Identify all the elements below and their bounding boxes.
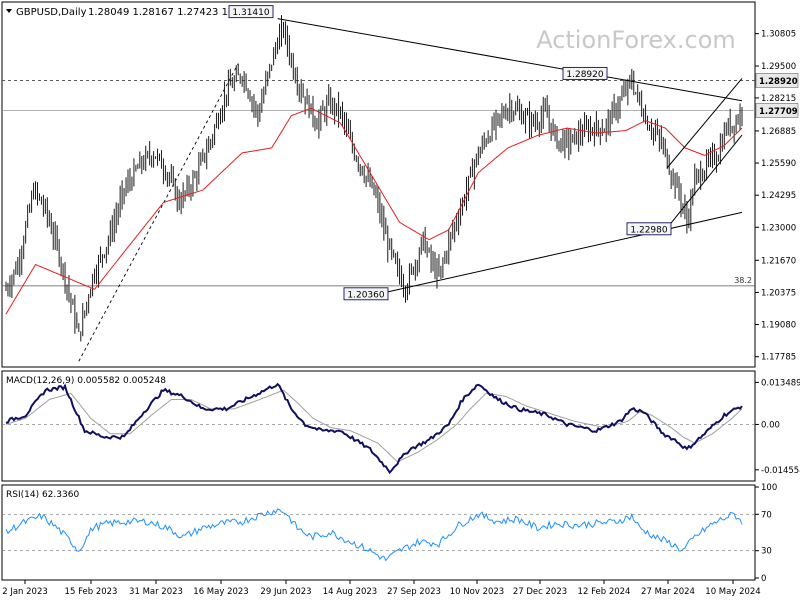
- macd-panel-frame: [1, 370, 756, 482]
- date-tick-label: 31 Mar 2023: [129, 587, 183, 597]
- rsi-tick-label: 70: [761, 510, 772, 520]
- price-tick-label: 1.20375: [761, 288, 796, 298]
- price-level-lines: 38.2: [2, 63, 755, 362]
- ohlc-label: 1.28049 1.28167 1.27423 1.27709: [88, 7, 263, 18]
- level-annotation-box: [343, 287, 389, 301]
- date-tick-label: 10 May 2024: [705, 587, 760, 597]
- price-axis: 1.30805 1.29500 1.28215 1.26885 1.25590 1.242…: [755, 30, 796, 363]
- date-tick-label: 12 Feb 2024: [578, 587, 631, 597]
- date-tick-label: 27 Mar 2024: [641, 587, 695, 597]
- level-annotation-box: [562, 66, 608, 80]
- fib-level-label: 38.2: [734, 276, 752, 285]
- level-annotation-box: [626, 222, 672, 236]
- price-tag-box: [755, 73, 799, 88]
- rsi-indicator: 100 70 30 0: [2, 483, 777, 584]
- trendline: [383, 211, 743, 294]
- rsi-panel-frame: [1, 484, 756, 581]
- price-tick-label: 1.26885: [761, 127, 796, 137]
- level-annotation-label: 1.31410: [232, 8, 269, 18]
- macd-title: MACD(12,26,9) 0.005582 0.005248: [6, 376, 166, 386]
- price-tick-label: 1.21670: [761, 256, 796, 266]
- symbol-label: GBPUSD,Daily: [16, 7, 87, 18]
- level-annotation-label: 1.22980: [630, 225, 667, 235]
- level-annotation-label: 1.20360: [347, 290, 384, 300]
- date-tick-label: 16 May 2023: [193, 587, 248, 597]
- date-tick-label: 27 Dec 2023: [513, 587, 567, 597]
- chart-header: GBPUSD,Daily 1.28049 1.28167 1.27423 1.2…: [6, 7, 263, 18]
- date-tick-label: 27 Sep 2023: [387, 587, 441, 597]
- date-tick-label: 10 Nov 2023: [450, 587, 504, 597]
- price-tick-label: 1.19080: [761, 321, 796, 331]
- rsi-title: RSI(14) 62.3360: [6, 490, 79, 500]
- date-tick-label: 29 Jun 2023: [260, 587, 311, 597]
- price-candles: [5, 15, 743, 342]
- price-annotations: 1.31410 1.28920 1.22980 1.20360: [228, 5, 672, 301]
- price-tag-label: 1.27709: [759, 107, 798, 117]
- rsi-tick-label: 100: [761, 483, 777, 493]
- price-overlays: [5, 18, 743, 315]
- collapse-triangle-icon: [6, 9, 12, 13]
- macd-tick-label: 0.00: [761, 420, 780, 430]
- dashed-support-trendline: [78, 63, 239, 362]
- rsi-line: [5, 508, 743, 562]
- price-tick-label: 1.28215: [761, 94, 796, 104]
- macd-line: [5, 382, 743, 475]
- price-tick-label: 1.24295: [761, 191, 796, 201]
- date-tick-label: 15 Feb 2023: [65, 587, 118, 597]
- price-tag-box: [755, 103, 799, 118]
- level-annotation-label: 1.28920: [566, 70, 603, 80]
- price-tick-label: 1.29500: [761, 62, 796, 72]
- macd-indicator: 0.013489 0.00 -0.014554: [2, 378, 800, 476]
- trendline: [666, 134, 743, 229]
- trendline: [277, 18, 743, 102]
- price-tick-label: 1.23000: [761, 223, 796, 233]
- macd-signal-line: [5, 389, 743, 463]
- date-axis: 2 Jan 2023 15 Feb 2023 31 Mar 2023 16 May 2…: [2, 580, 761, 597]
- price-tag-label: 1.28920: [759, 77, 798, 87]
- price-tick-label: 1.17785: [761, 353, 796, 363]
- level-annotation-box: [228, 5, 274, 19]
- price-tick-label: 1.25590: [761, 159, 796, 169]
- rsi-tick-label: 30: [761, 547, 772, 557]
- price-tick-label: 1.30805: [761, 30, 796, 40]
- price-tags: 1.28920 1.27709: [755, 73, 799, 118]
- rsi-tick-label: 0: [761, 574, 766, 584]
- moving-average-line: [5, 107, 743, 315]
- date-tick-label: 14 Aug 2023: [323, 587, 377, 597]
- macd-tick-label: 0.013489: [761, 378, 800, 388]
- trendline: [666, 78, 743, 169]
- macd-tick-label: -0.014554: [761, 466, 800, 476]
- price-panel-frame: [1, 1, 756, 368]
- watermark-text: ActionForex.com: [536, 26, 736, 54]
- date-tick-label: 2 Jan 2023: [2, 587, 48, 597]
